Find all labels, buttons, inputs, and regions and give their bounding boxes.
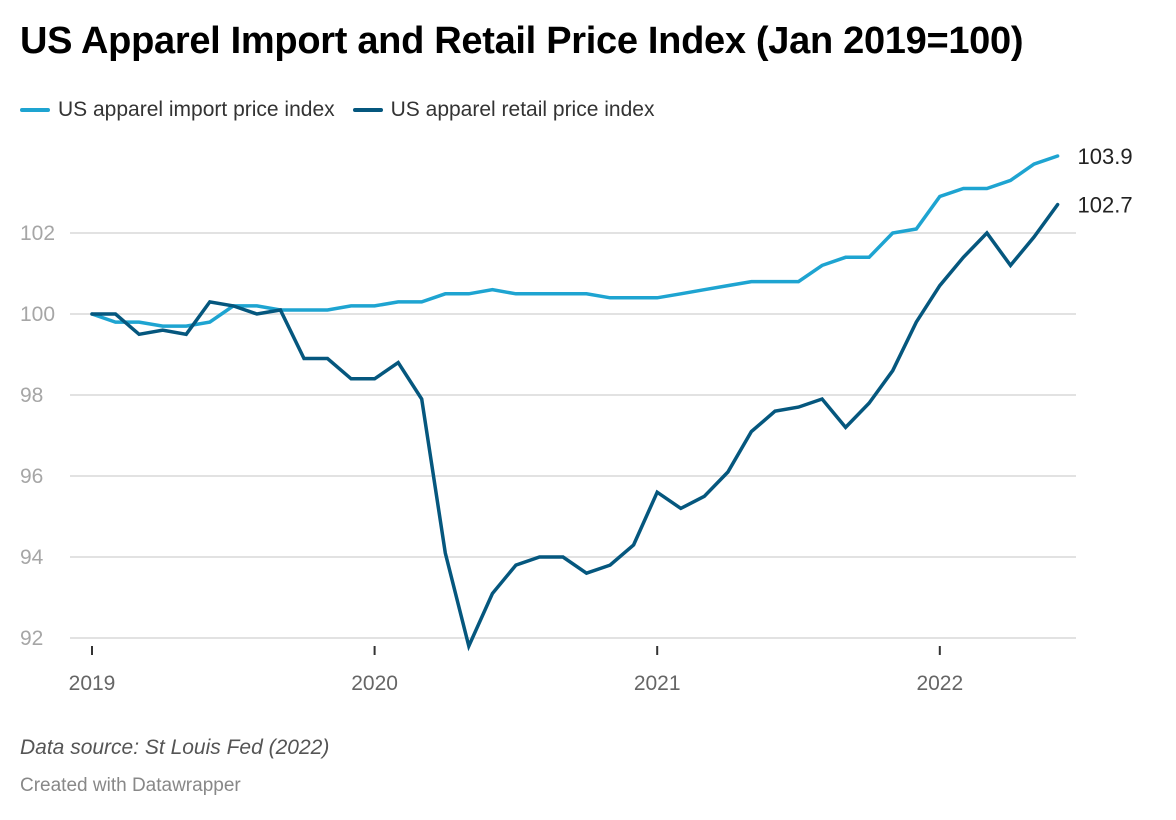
- y-tick-label: 102: [20, 222, 55, 245]
- y-tick-label: 94: [20, 546, 44, 569]
- end-labels: 103.9 102.7: [1078, 144, 1133, 218]
- datawrapper-credit[interactable]: Created with Datawrapper: [20, 775, 241, 796]
- legend-swatch-import: [20, 108, 50, 112]
- legend-swatch-retail: [352, 108, 383, 112]
- x-tick-label: 2020: [351, 672, 398, 695]
- x-tick-label: 2019: [69, 672, 116, 695]
- gridlines: [70, 232, 1076, 639]
- end-label-import: 103.9: [1078, 144, 1133, 169]
- legend-label-retail: US apparel retail price index: [390, 98, 655, 121]
- y-tick-label: 96: [20, 465, 43, 488]
- y-tick-label: 100: [20, 303, 55, 326]
- y-axis-ticks: 92 94 96 98 100 102: [20, 222, 55, 650]
- legend-label-import: US apparel import price index: [58, 98, 335, 121]
- x-axis-ticks: 2019 2020 2021 2022: [69, 646, 963, 695]
- series-lines: [90, 154, 1060, 652]
- legend-item-retail: US apparel retail price index: [352, 98, 655, 122]
- data-source-note: Data source: St Louis Fed (2022): [20, 736, 330, 759]
- legend: US apparel import price index US apparel…: [20, 98, 654, 122]
- x-tick-label: 2021: [634, 672, 681, 695]
- y-tick-label: 98: [20, 384, 43, 407]
- y-tick-label: 92: [20, 627, 43, 650]
- series-line-import: [90, 154, 1060, 328]
- end-label-retail: 102.7: [1078, 193, 1133, 218]
- x-tick-label: 2022: [916, 672, 963, 695]
- legend-item-import: US apparel import price index: [20, 98, 335, 122]
- chart-title: US Apparel Import and Retail Price Index…: [20, 20, 1024, 62]
- series-line-retail: [90, 202, 1060, 652]
